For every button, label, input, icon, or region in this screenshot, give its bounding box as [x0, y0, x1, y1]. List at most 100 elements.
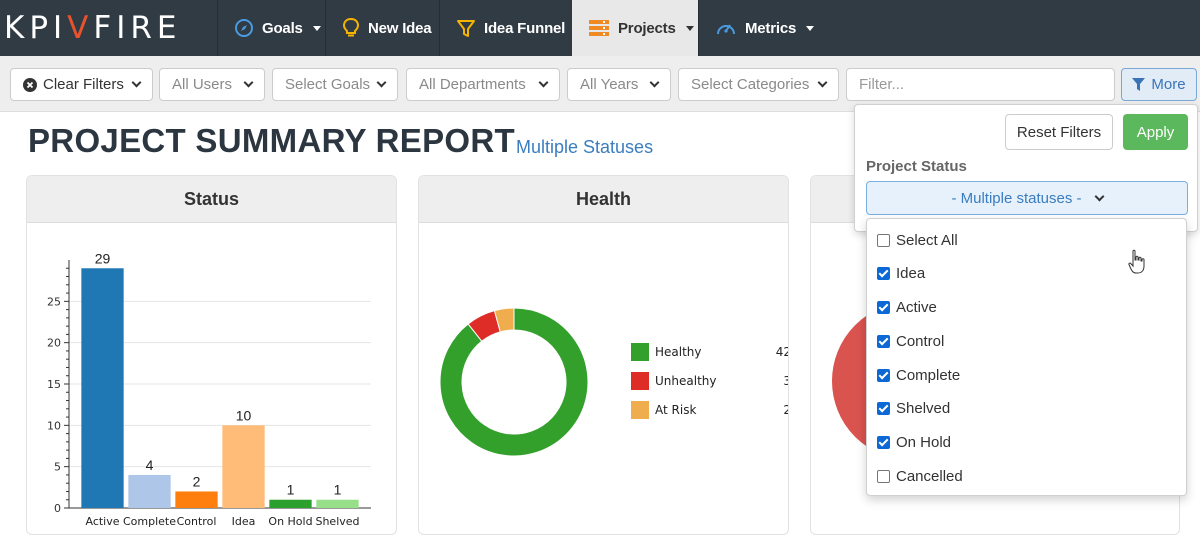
projects-icon — [589, 20, 609, 36]
slice-healthy — [439, 307, 589, 457]
clear-filters-label: Clear Filters — [43, 76, 124, 93]
chevron-down-icon — [817, 77, 828, 88]
x-tick-label: Shelved — [315, 515, 359, 528]
project-status-label: Project Status — [866, 158, 967, 175]
goals-select[interactable]: Select Goals — [272, 68, 398, 101]
chevron-down-icon — [312, 25, 321, 31]
checkbox[interactable] — [877, 435, 890, 449]
clear-filters-button[interactable]: Clear Filters — [10, 68, 153, 101]
legend-label: Healthy — [655, 345, 702, 359]
option-control[interactable]: Control — [877, 330, 944, 352]
legend-label: Unhealthy — [655, 374, 717, 388]
checkbox[interactable] — [877, 401, 890, 415]
y-tick-label: 10 — [47, 419, 61, 432]
gauge-icon — [717, 24, 735, 35]
legend-swatch — [631, 401, 649, 419]
x-tick-label: Control — [177, 515, 217, 528]
users-select-label: All Users — [172, 76, 233, 93]
option-on-hold[interactable]: On Hold — [877, 431, 951, 453]
categories-select-label: Select Categories — [691, 76, 810, 93]
y-tick-label: 0 — [54, 502, 61, 515]
x-tick-label: Active — [85, 515, 119, 528]
top-navbar: KPIVFIRE Goals New Idea Idea Funnel Proj… — [0, 0, 1200, 56]
bar-idea — [222, 425, 265, 508]
nav-goals-label: Goals — [262, 19, 303, 37]
option-label: Select All — [896, 231, 958, 249]
nav-goals[interactable]: Goals — [217, 0, 325, 56]
option-label: Control — [896, 332, 945, 350]
health-panel: Health Healthy 42 Unhealthy 3 At Risk 2 — [418, 175, 789, 535]
chevron-down-icon — [131, 77, 142, 88]
users-select[interactable]: All Users — [159, 68, 265, 101]
legend-item: Unhealthy 3 — [631, 372, 788, 390]
health-donut-chart — [439, 307, 589, 457]
bar-control — [175, 491, 218, 508]
legend-swatch — [631, 343, 649, 361]
project-status-select[interactable]: - Multiple statuses - — [866, 181, 1188, 215]
legend-item: Healthy 42 — [631, 343, 788, 361]
legend-label: At Risk — [655, 403, 697, 417]
filter-input[interactable] — [846, 68, 1115, 101]
checkbox[interactable] — [877, 368, 890, 382]
chevron-down-icon — [376, 77, 387, 88]
bar-on-hold — [269, 499, 312, 508]
filter-icon — [1132, 78, 1146, 91]
option-label: Idea — [896, 264, 926, 282]
chevron-down-icon — [685, 25, 694, 31]
project-status-options: Select All Idea Active Control Complete … — [866, 218, 1187, 496]
checkbox[interactable] — [877, 469, 890, 483]
more-button[interactable]: More — [1121, 68, 1197, 101]
status-panel: Status 0 5 10 15 20 25 29 Active 4 Complete 2 Contr… — [26, 175, 397, 535]
categories-select[interactable]: Select Categories — [678, 68, 839, 101]
apply-button[interactable]: Apply — [1123, 114, 1188, 150]
option-label: Active — [896, 298, 937, 316]
legend-value: 3 — [755, 374, 788, 388]
option-cancelled[interactable]: Cancelled — [877, 465, 963, 487]
option-idea[interactable]: Idea — [877, 262, 925, 284]
checkbox[interactable] — [877, 266, 890, 280]
legend-swatch — [631, 372, 649, 390]
option-complete[interactable]: Complete — [877, 364, 960, 386]
nav-idea-funnel[interactable]: Idea Funnel — [439, 0, 572, 56]
status-panel-title: Status — [27, 176, 396, 223]
bar-value-label: 10 — [236, 407, 252, 423]
nav-projects[interactable]: Projects — [572, 0, 698, 56]
kpifire-logo[interactable]: KPIVFIRE — [4, 10, 182, 46]
project-status-select-label: - Multiple statuses - — [951, 189, 1082, 207]
option-active[interactable]: Active — [877, 296, 937, 318]
legend-item: At Risk 2 — [631, 401, 788, 419]
funnel-icon — [457, 20, 475, 37]
option-shelved[interactable]: Shelved — [877, 397, 950, 419]
option-label: On Hold — [896, 433, 952, 451]
option-label: Shelved — [896, 399, 951, 417]
departments-select[interactable]: All Departments — [406, 68, 560, 101]
legend-value: 2 — [755, 403, 788, 417]
bar-shelved — [316, 499, 359, 508]
status-bar-chart: 0 5 10 15 20 25 29 Active 4 Complete 2 Control 10 Ide… — [47, 250, 371, 528]
x-tick-label: Idea — [232, 515, 256, 528]
y-tick-label: 25 — [47, 295, 61, 308]
checkbox[interactable] — [877, 233, 890, 247]
checkbox[interactable] — [877, 300, 890, 314]
bar-value-label: 1 — [287, 482, 295, 498]
x-tick-label: Complete — [123, 515, 176, 528]
bar-value-label: 2 — [193, 473, 201, 489]
nav-metrics[interactable]: Metrics — [698, 0, 828, 56]
compass-icon — [235, 19, 253, 37]
health-panel-title: Health — [419, 176, 788, 223]
goals-select-label: Select Goals — [285, 76, 371, 93]
years-select[interactable]: All Years — [567, 68, 671, 101]
legend-value: 42 — [775, 345, 788, 359]
bar-value-label: 1 — [334, 482, 342, 498]
nav-idea-funnel-label: Idea Funnel — [484, 19, 566, 37]
more-filters-panel: Reset Filters Apply Project Status - Mul… — [854, 104, 1198, 232]
nav-new-idea[interactable]: New Idea — [325, 0, 439, 56]
y-tick-label: 15 — [47, 378, 61, 391]
years-select-label: All Years — [580, 76, 639, 93]
hand-pointer-icon — [1128, 249, 1145, 274]
chevron-down-icon — [649, 77, 660, 88]
checkbox[interactable] — [877, 334, 890, 348]
option-select-all[interactable]: Select All — [877, 229, 958, 251]
reset-filters-button[interactable]: Reset Filters — [1005, 114, 1113, 150]
nav-new-idea-label: New Idea — [368, 19, 432, 37]
